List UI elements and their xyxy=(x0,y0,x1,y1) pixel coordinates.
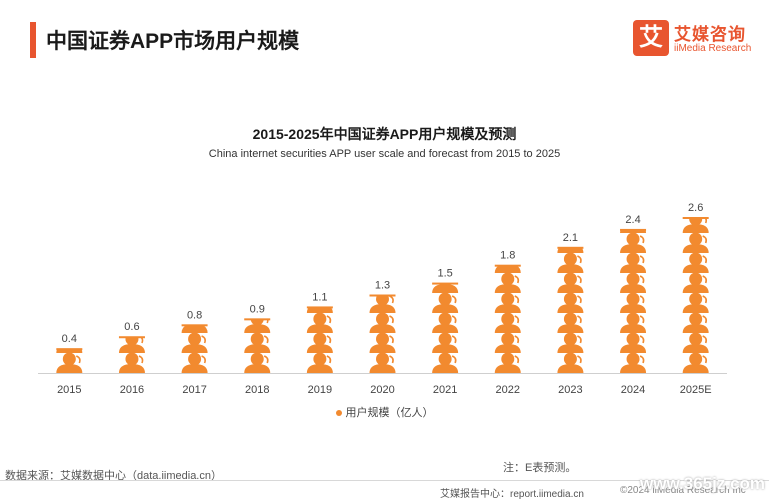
watermark: www.365jz.com xyxy=(640,474,766,493)
bar xyxy=(432,283,459,373)
bar xyxy=(620,229,647,373)
x-tick-label: 2021 xyxy=(433,384,457,396)
x-tick-label: 2020 xyxy=(370,384,394,396)
bar-cap xyxy=(494,264,521,267)
title-accent-bar xyxy=(30,22,36,58)
data-label: 2.6 xyxy=(688,202,703,214)
bar xyxy=(244,319,271,373)
bar-cap xyxy=(432,282,459,285)
bar-cap xyxy=(118,336,145,339)
bar xyxy=(557,247,584,373)
brand-logo: 艾 艾媒咨询 iiMedia Research xyxy=(633,20,758,60)
bar-cap xyxy=(369,294,396,297)
logo-name-cn: 艾媒咨询 xyxy=(674,25,746,44)
data-label: 0.4 xyxy=(62,333,77,345)
x-tick-label: 2016 xyxy=(120,384,144,396)
bar-cap xyxy=(557,246,584,249)
x-tick-label: 2022 xyxy=(496,384,520,396)
page-title: 中国证券APP市场用户规模 xyxy=(46,30,300,53)
bar-cap xyxy=(682,217,709,219)
legend-label: 用户规模（亿人） xyxy=(345,407,434,419)
bar xyxy=(494,265,521,373)
bar-chart: 0.4 2015 0.6 2016 0.8 2017 0.9 2018 1.1 2019 1.3 20… xyxy=(38,202,727,396)
bar-cap xyxy=(56,348,83,351)
header: 中国证券APP市场用户规模 艾 艾媒咨询 iiMedia Research xyxy=(0,0,769,70)
footer-divider xyxy=(0,480,769,481)
data-label: 1.3 xyxy=(375,280,390,292)
x-tick-label: 2017 xyxy=(182,384,206,396)
forecast-note: 注：E表预测。 xyxy=(503,462,577,474)
data-label: 2.4 xyxy=(625,214,640,226)
data-label: 2.1 xyxy=(563,232,578,244)
report-center-link[interactable]: 艾媒报告中心：report.iimedia.cn xyxy=(440,489,584,500)
data-label: 0.8 xyxy=(187,309,202,321)
legend-swatch xyxy=(335,410,342,417)
x-tick-label: 2018 xyxy=(245,384,269,396)
bar xyxy=(118,337,145,373)
x-tick-label: 2024 xyxy=(621,384,645,396)
x-tick-label: 2015 xyxy=(57,384,81,396)
data-label: 1.5 xyxy=(437,268,452,280)
bar-cap xyxy=(620,228,647,231)
x-tick-label: 2025E xyxy=(680,384,712,396)
bar-cap xyxy=(306,306,333,309)
bar-cap xyxy=(244,318,271,321)
chart-legend: 用户规模（亿人） xyxy=(0,404,769,420)
x-tick-label: 2023 xyxy=(558,384,582,396)
bar-cap xyxy=(181,324,208,327)
logo-mark-icon: 艾 xyxy=(633,20,669,56)
chart-subtitle: China internet securities APP user scale… xyxy=(208,148,561,160)
data-label: 1.8 xyxy=(500,250,515,262)
bar xyxy=(56,349,83,373)
data-label: 0.6 xyxy=(124,321,139,333)
data-label: 0.9 xyxy=(250,303,265,315)
data-label: 1.1 xyxy=(312,291,327,303)
x-tick-label: 2019 xyxy=(308,384,332,396)
data-source: 数据来源：艾媒数据中心（data.iimedia.cn） xyxy=(5,470,222,482)
bar xyxy=(306,307,333,373)
bar xyxy=(369,295,396,373)
copyright: ©2024 iiMedia Research Inc xyxy=(620,485,746,496)
logo-name-en: iiMedia Research xyxy=(674,43,752,54)
bar xyxy=(682,218,709,373)
chart-title: 2015-2025年中国证券APP用户规模及预测 xyxy=(252,126,517,142)
bar xyxy=(181,325,208,373)
